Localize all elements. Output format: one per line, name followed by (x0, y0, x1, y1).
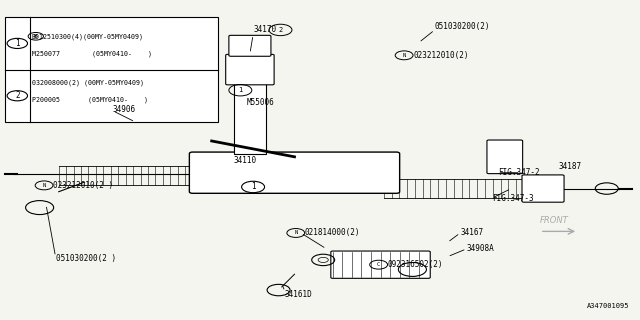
Text: 34187: 34187 (559, 162, 582, 171)
FancyBboxPatch shape (189, 152, 399, 193)
Text: P200005       (05MY0410-    ): P200005 (05MY0410- ) (32, 96, 148, 103)
Text: A347001095: A347001095 (586, 303, 629, 309)
FancyBboxPatch shape (234, 74, 266, 154)
Text: B012510300(4)(00MY-05MY0409): B012510300(4)(00MY-05MY0409) (32, 33, 144, 40)
Text: 34170: 34170 (253, 25, 276, 35)
Text: 023212010(2): 023212010(2) (413, 51, 468, 60)
Text: 2: 2 (278, 27, 283, 33)
Text: 051030200(2 ): 051030200(2 ) (56, 254, 116, 263)
Text: M55006: M55006 (246, 99, 275, 108)
Text: 34167: 34167 (460, 228, 483, 237)
FancyBboxPatch shape (226, 54, 274, 85)
Text: 021814000(2): 021814000(2) (305, 228, 360, 237)
Text: 34110: 34110 (234, 156, 257, 164)
FancyBboxPatch shape (487, 140, 523, 174)
Text: C: C (377, 262, 380, 267)
Text: 1: 1 (238, 87, 243, 93)
Text: 092316502(2): 092316502(2) (388, 260, 443, 269)
Text: N: N (294, 230, 298, 236)
Text: 34161D: 34161D (285, 290, 313, 299)
Text: 34906: 34906 (113, 105, 136, 114)
FancyBboxPatch shape (331, 251, 430, 278)
FancyBboxPatch shape (229, 35, 271, 56)
Text: 032008000(2) (00MY-05MY0409): 032008000(2) (00MY-05MY0409) (32, 79, 144, 85)
Text: 051030200(2): 051030200(2) (435, 22, 490, 31)
FancyBboxPatch shape (4, 17, 218, 122)
Text: FIG.347-2: FIG.347-2 (499, 168, 540, 177)
Text: 34908A: 34908A (467, 244, 494, 253)
Text: M250077        (05MY0410-    ): M250077 (05MY0410- ) (32, 51, 152, 57)
Text: 1: 1 (15, 39, 20, 48)
Text: 023212010(2 ): 023212010(2 ) (53, 181, 113, 190)
Text: 2: 2 (15, 91, 20, 100)
Text: FIG.347-3: FIG.347-3 (492, 194, 534, 203)
Text: B: B (34, 34, 38, 39)
Text: 1: 1 (251, 182, 255, 191)
Text: N: N (403, 53, 406, 58)
FancyBboxPatch shape (522, 175, 564, 202)
Text: N: N (42, 183, 45, 188)
Text: FRONT: FRONT (540, 216, 568, 225)
